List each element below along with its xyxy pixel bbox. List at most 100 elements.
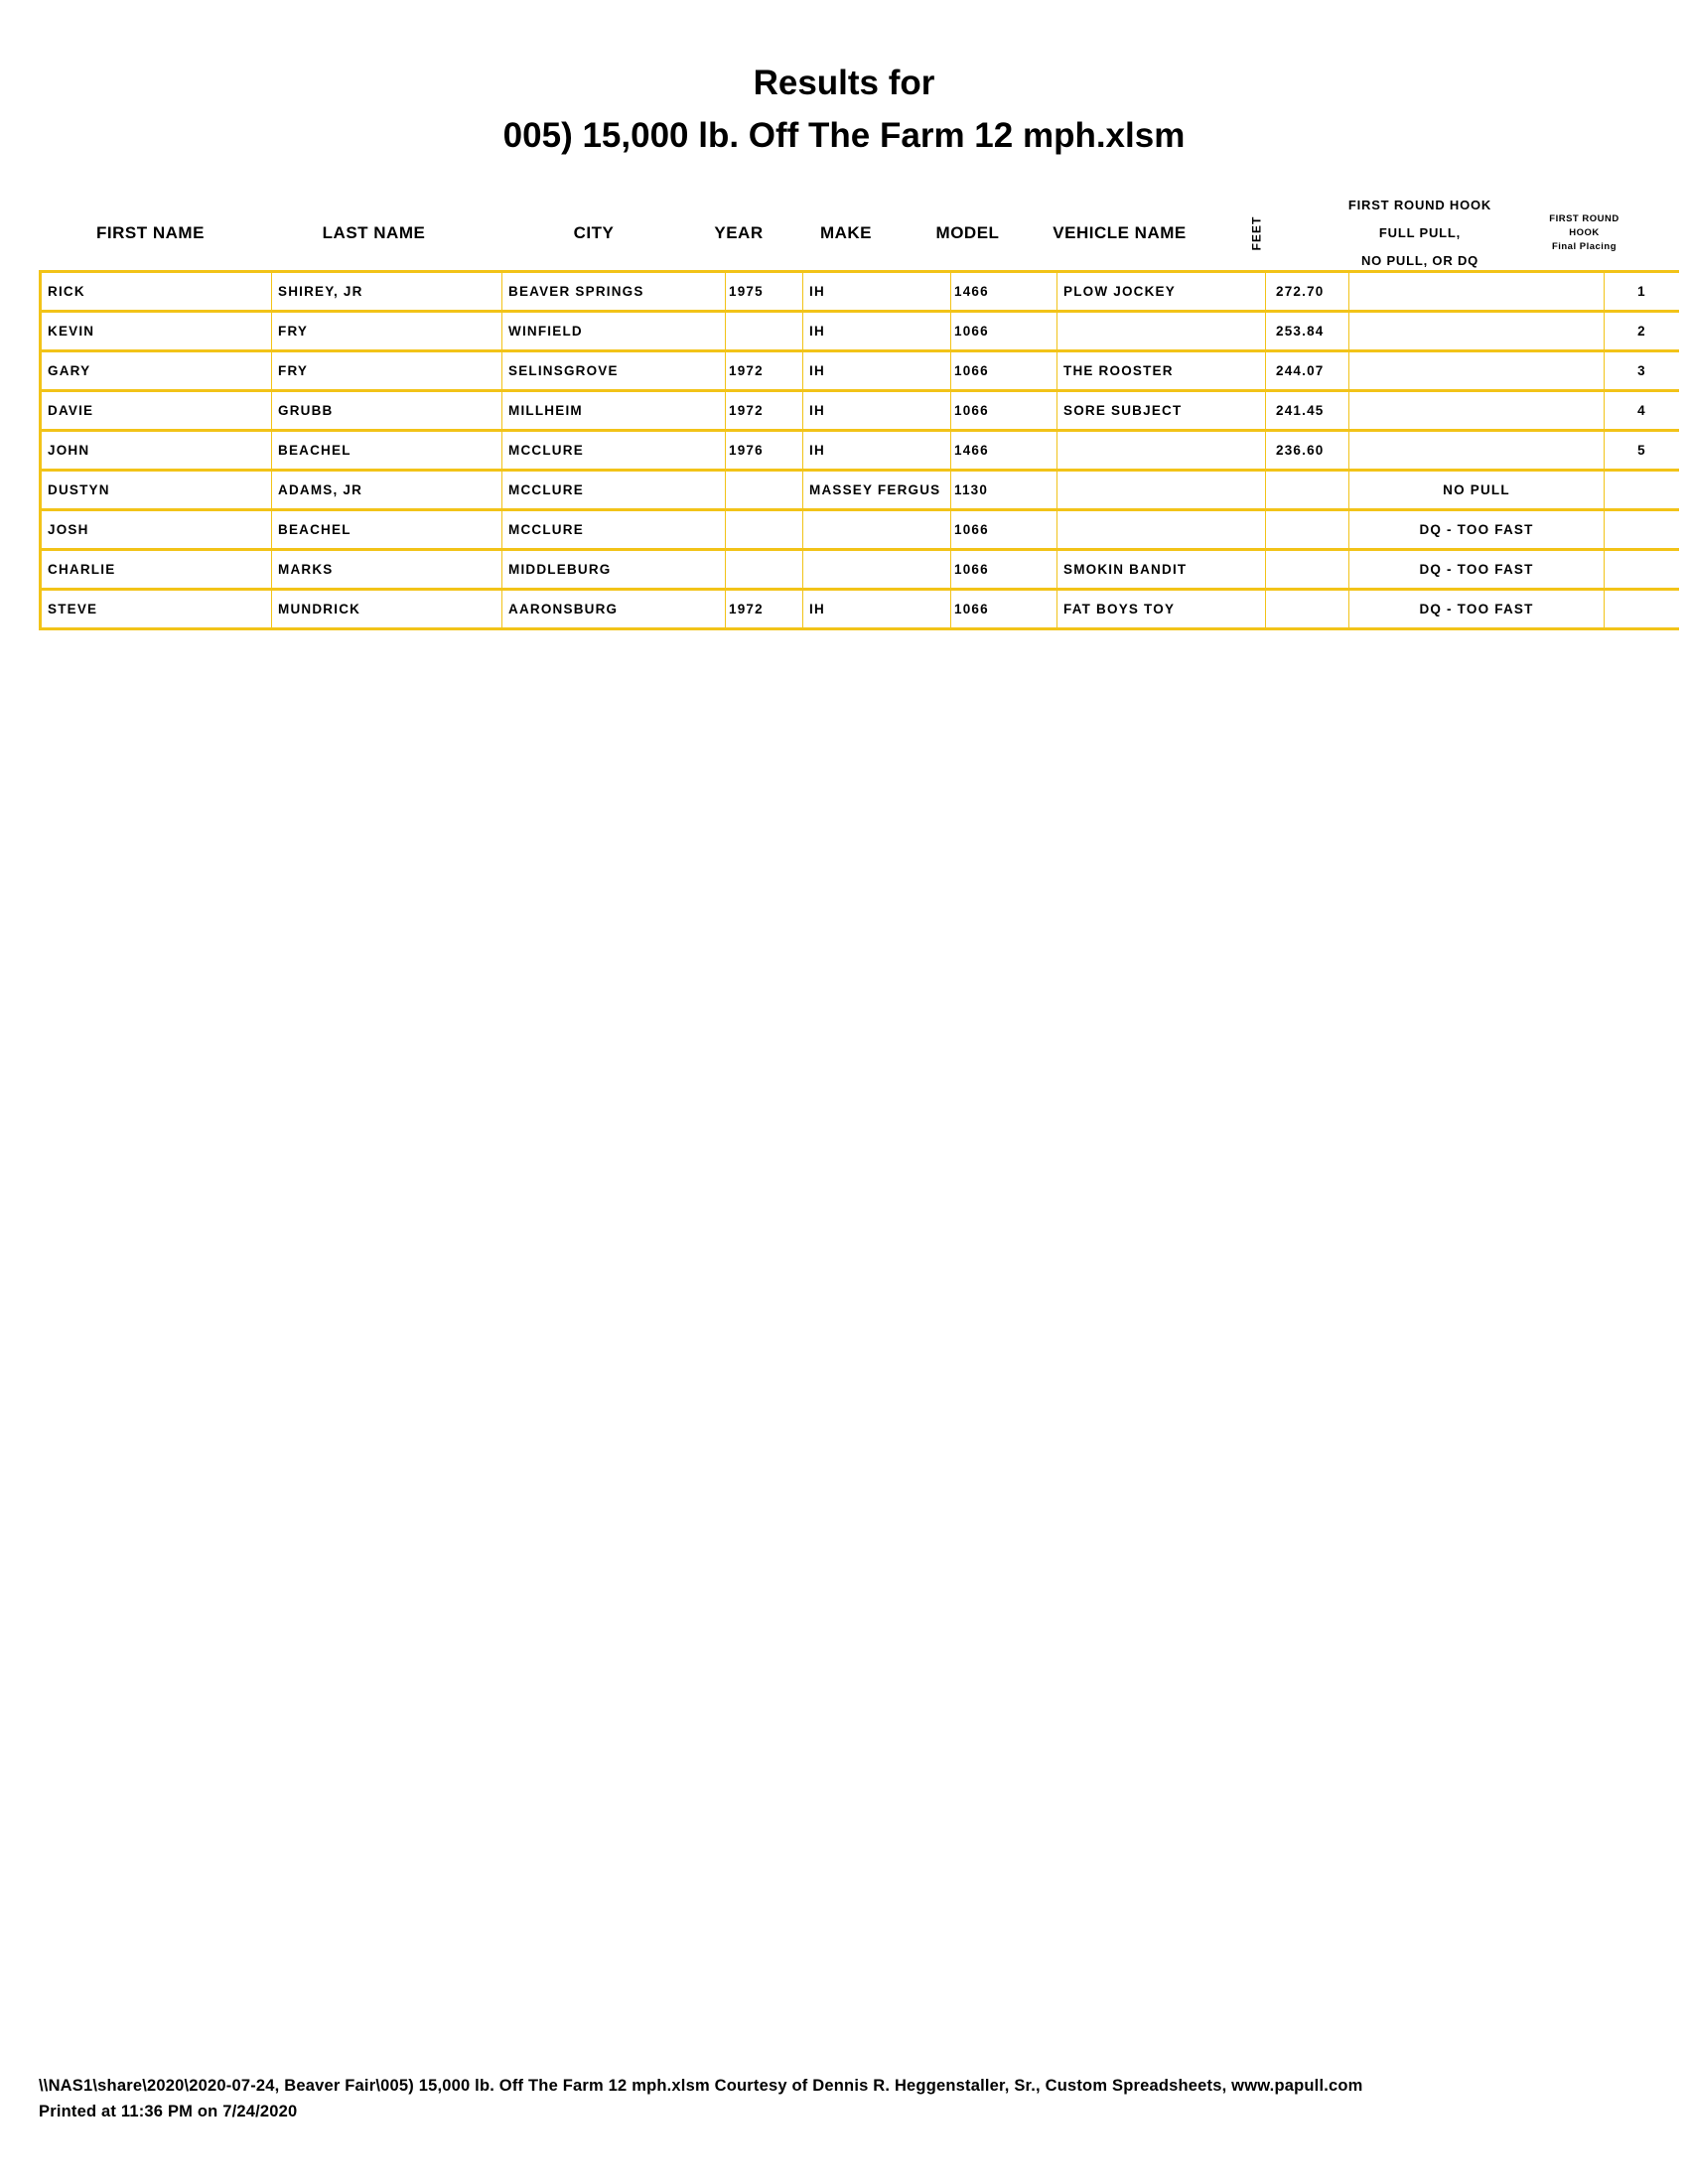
header-final-placing: FIRST ROUND HOOK Final Placing <box>1549 213 1619 252</box>
cell-model: 1466 <box>950 429 1057 472</box>
footer-path: \\NAS1\share\2020\2020-07-24, Beaver Fai… <box>39 2077 1363 2095</box>
cell-vehicle-name: SORE SUBJECT <box>1056 389 1266 432</box>
cell-year: 1976 <box>725 429 803 472</box>
header-feet: FEET <box>1249 215 1264 251</box>
cell-year <box>725 508 803 551</box>
cell-vehicle-name <box>1056 508 1266 551</box>
cell-first-name: STEVE <box>39 588 272 630</box>
cell-make: IH <box>802 349 951 392</box>
cell-year: 1972 <box>725 349 803 392</box>
table-row: RICK SHIREY, JR BEAVER SPRINGS 1975 IH 1466 PL… <box>39 270 1679 313</box>
cell-final-placing: 5 <box>1604 429 1679 472</box>
cell-model: 1066 <box>950 310 1057 352</box>
cell-first-name: KEVIN <box>39 310 272 352</box>
cell-vehicle-name: SMOKIN BANDIT <box>1056 548 1266 591</box>
cell-first-round-hook: DQ - TOO FAST <box>1348 508 1605 551</box>
cell-year: 1972 <box>725 588 803 630</box>
cell-make <box>802 508 951 551</box>
table-row: DUSTYN ADAMS, JR MCCLURE MASSEY FERGUS 1130 N… <box>39 469 1679 511</box>
header-last-name: LAST NAME <box>322 223 426 242</box>
cell-feet: 253.84 <box>1265 310 1349 352</box>
cell-model: 1066 <box>950 389 1057 432</box>
cell-first-round-hook <box>1348 310 1605 352</box>
cell-year <box>725 469 803 511</box>
cell-city: MCCLURE <box>501 469 726 511</box>
cell-city: MIDDLEBURG <box>501 548 726 591</box>
cell-model: 1066 <box>950 508 1057 551</box>
cell-model: 1066 <box>950 588 1057 630</box>
cell-city: MCCLURE <box>501 429 726 472</box>
cell-year <box>725 310 803 352</box>
cell-city: SELINSGROVE <box>501 349 726 392</box>
header-model: MODEL <box>935 223 1000 242</box>
cell-make: MASSEY FERGUS <box>802 469 951 511</box>
header-year: YEAR <box>714 223 764 242</box>
cell-first-name: JOSH <box>39 508 272 551</box>
cell-final-placing: 1 <box>1604 270 1679 313</box>
cell-last-name: BEACHEL <box>271 508 502 551</box>
cell-feet: 236.60 <box>1265 429 1349 472</box>
cell-model: 1466 <box>950 270 1057 313</box>
table-row: DAVIE GRUBB MILLHEIM 1972 IH 1066 SORE SUBJECT… <box>39 389 1679 432</box>
cell-make: IH <box>802 588 951 630</box>
cell-first-round-hook: DQ - TOO FAST <box>1348 548 1605 591</box>
table-row: JOHN BEACHEL MCCLURE 1976 IH 1466 236.60 5 <box>39 429 1679 472</box>
cell-last-name: MARKS <box>271 548 502 591</box>
header-first-round-hook: FIRST ROUND HOOK FULL PULL, NO PULL, OR DQ <box>1347 198 1492 268</box>
page-subtitle: 005) 15,000 lb. Off The Farm 12 mph.xlsm <box>502 116 1186 155</box>
table-row: GARY FRY SELINSGROVE 1972 IH 1066 THE ROOSTER 2… <box>39 349 1679 392</box>
cell-last-name: SHIREY, JR <box>271 270 502 313</box>
cell-last-name: GRUBB <box>271 389 502 432</box>
cell-final-placing <box>1604 469 1679 511</box>
header-first-name: FIRST NAME <box>96 223 205 242</box>
cell-first-name: RICK <box>39 270 272 313</box>
cell-make: IH <box>802 429 951 472</box>
cell-first-round-hook <box>1348 429 1605 472</box>
cell-city: AARONSBURG <box>501 588 726 630</box>
cell-model: 1066 <box>950 349 1057 392</box>
cell-feet <box>1265 469 1349 511</box>
cell-make <box>802 548 951 591</box>
page-title: Results for <box>753 64 935 102</box>
cell-feet: 272.70 <box>1265 270 1349 313</box>
cell-first-round-hook: DQ - TOO FAST <box>1348 588 1605 630</box>
cell-city: WINFIELD <box>501 310 726 352</box>
header-make: MAKE <box>819 223 873 242</box>
cell-year <box>725 548 803 591</box>
cell-final-placing: 2 <box>1604 310 1679 352</box>
cell-year: 1972 <box>725 389 803 432</box>
cell-last-name: FRY <box>271 310 502 352</box>
cell-model: 1130 <box>950 469 1057 511</box>
header-vehicle-name: VEHICLE NAME <box>1053 223 1187 242</box>
results-table: RICK SHIREY, JR BEAVER SPRINGS 1975 IH 1466 PL… <box>39 270 1679 630</box>
cell-first-round-hook <box>1348 389 1605 432</box>
cell-first-name: CHARLIE <box>39 548 272 591</box>
cell-vehicle-name <box>1056 469 1266 511</box>
cell-last-name: FRY <box>271 349 502 392</box>
cell-first-name: DAVIE <box>39 389 272 432</box>
footer-printed: Printed at 11:36 PM on 7/24/2020 <box>39 2103 298 2120</box>
cell-feet: 241.45 <box>1265 389 1349 432</box>
cell-make: IH <box>802 310 951 352</box>
cell-final-placing: 4 <box>1604 389 1679 432</box>
cell-first-name: JOHN <box>39 429 272 472</box>
cell-first-round-hook: NO PULL <box>1348 469 1605 511</box>
cell-feet: 244.07 <box>1265 349 1349 392</box>
cell-vehicle-name <box>1056 429 1266 472</box>
cell-final-placing <box>1604 508 1679 551</box>
table-row: STEVE MUNDRICK AARONSBURG 1972 IH 1066 FAT BOY… <box>39 588 1679 630</box>
cell-final-placing <box>1604 588 1679 630</box>
cell-last-name: ADAMS, JR <box>271 469 502 511</box>
cell-feet <box>1265 588 1349 630</box>
cell-make: IH <box>802 270 951 313</box>
cell-final-placing: 3 <box>1604 349 1679 392</box>
cell-last-name: MUNDRICK <box>271 588 502 630</box>
table-row: KEVIN FRY WINFIELD IH 1066 253.84 2 <box>39 310 1679 352</box>
cell-feet <box>1265 508 1349 551</box>
cell-make: IH <box>802 389 951 432</box>
cell-model: 1066 <box>950 548 1057 591</box>
cell-feet <box>1265 548 1349 591</box>
cell-year: 1975 <box>725 270 803 313</box>
table-row: CHARLIE MARKS MIDDLEBURG 1066 SMOKIN BANDIT D… <box>39 548 1679 591</box>
cell-city: MCCLURE <box>501 508 726 551</box>
